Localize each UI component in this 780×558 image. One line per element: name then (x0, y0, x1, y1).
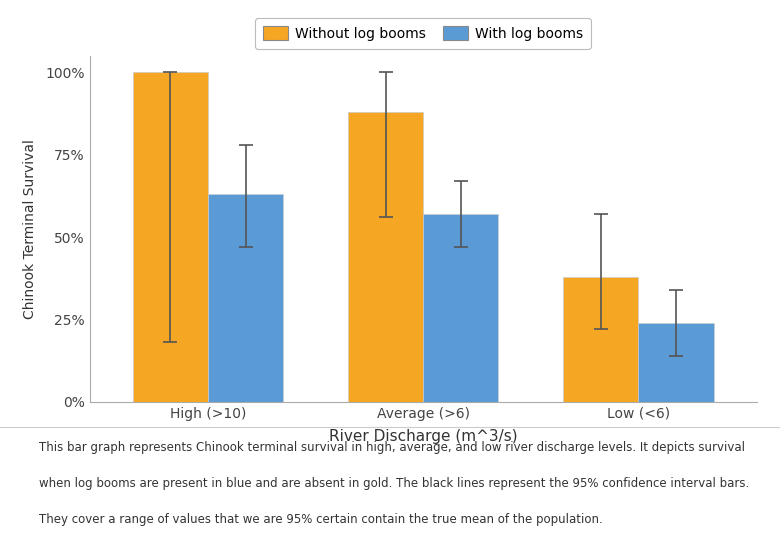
Bar (638, 323, 714, 402)
Bar (348, 112, 424, 402)
Y-axis label: Chinook Terminal Survival: Chinook Terminal Survival (23, 139, 37, 319)
Legend: Without log booms, With log booms: Without log booms, With log booms (255, 18, 591, 49)
Bar (208, 194, 283, 402)
Bar (424, 214, 498, 402)
Bar (133, 73, 208, 402)
Text: They cover a range of values that we are 95% certain contain the true mean of th: They cover a range of values that we are… (39, 513, 603, 526)
X-axis label: River Discharge (m^3/s): River Discharge (m^3/s) (329, 429, 517, 444)
Text: This bar graph represents Chinook terminal survival in high, average, and low ri: This bar graph represents Chinook termin… (39, 441, 745, 454)
Bar (563, 277, 638, 402)
Text: when log booms are present in blue and are absent in gold. The black lines repre: when log booms are present in blue and a… (39, 477, 750, 490)
